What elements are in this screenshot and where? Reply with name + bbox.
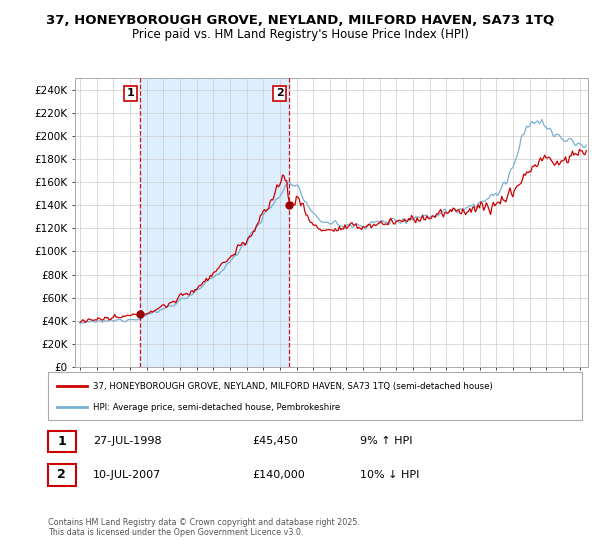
Text: £140,000: £140,000 [252,470,305,480]
Text: 10% ↓ HPI: 10% ↓ HPI [360,470,419,480]
Text: 37, HONEYBOROUGH GROVE, NEYLAND, MILFORD HAVEN, SA73 1TQ: 37, HONEYBOROUGH GROVE, NEYLAND, MILFORD… [46,14,554,27]
Text: 37, HONEYBOROUGH GROVE, NEYLAND, MILFORD HAVEN, SA73 1TQ (semi-detached house): 37, HONEYBOROUGH GROVE, NEYLAND, MILFORD… [93,382,493,391]
Text: 27-JUL-1998: 27-JUL-1998 [93,436,161,446]
Text: £45,450: £45,450 [252,436,298,446]
Text: 1: 1 [58,435,66,448]
Text: 10-JUL-2007: 10-JUL-2007 [93,470,161,480]
Text: HPI: Average price, semi-detached house, Pembrokeshire: HPI: Average price, semi-detached house,… [93,403,340,412]
Text: 2: 2 [275,88,283,99]
Bar [140,78,289,367]
Text: Contains HM Land Registry data © Crown copyright and database right 2025.
This d: Contains HM Land Registry data © Crown c… [48,518,360,538]
Text: 2: 2 [58,468,66,482]
Text: Price paid vs. HM Land Registry's House Price Index (HPI): Price paid vs. HM Land Registry's House … [131,28,469,41]
Text: 1: 1 [127,88,134,99]
Text: 9% ↑ HPI: 9% ↑ HPI [360,436,413,446]
